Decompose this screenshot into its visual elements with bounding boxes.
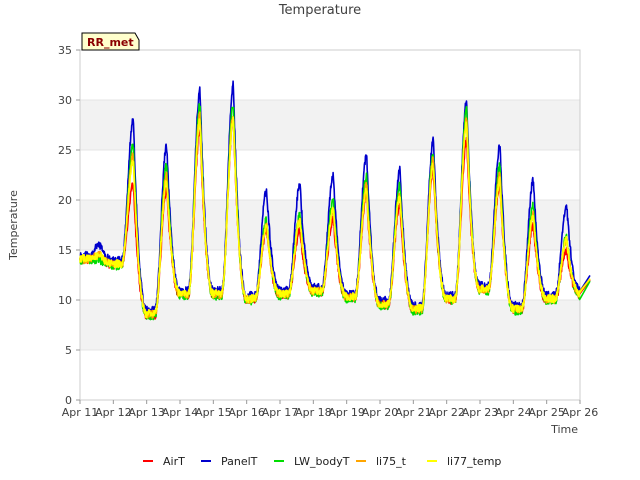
legend-label: PanelT (221, 455, 258, 468)
grid-band (80, 350, 580, 400)
x-tick-label: Apr 21 (395, 406, 432, 419)
series-line-panelt (79, 80, 591, 316)
badge-text: RR_met (87, 36, 134, 49)
x-tick-label: Apr 18 (295, 406, 332, 419)
plot-frame (79, 49, 581, 401)
x-tick-label: Apr 22 (428, 406, 465, 419)
x-tick-label: Apr 14 (162, 406, 199, 419)
y-tick-label: 30 (58, 94, 72, 107)
x-tick-label: Apr 16 (228, 406, 265, 419)
x-tick-label: Apr 12 (95, 406, 132, 419)
x-tick-label: Apr 19 (328, 406, 365, 419)
x-tick-label: Apr 23 (462, 406, 499, 419)
x-tick-label: Apr 17 (262, 406, 299, 419)
y-axis-ticks: 0 5 10 15 20 25 30 35 (58, 44, 80, 407)
legend-label: li75_t (376, 455, 407, 468)
badge-box (81, 32, 140, 51)
y-tick-label: 20 (58, 194, 72, 207)
x-axis-label: Time (550, 423, 578, 436)
series-line-li77-temp (79, 116, 591, 319)
y-tick-label: 25 (58, 144, 72, 157)
grid-band (80, 300, 580, 350)
series-lines (79, 80, 591, 321)
x-tick-label: Apr 24 (495, 406, 532, 419)
y-tick-label: 0 (65, 394, 72, 407)
chart-title: Temperature (278, 3, 361, 18)
x-tick-label: Apr 20 (362, 406, 399, 419)
x-tick-label: Apr 25 (528, 406, 565, 419)
grid-band (80, 50, 580, 100)
x-tick-label: Apr 13 (128, 406, 165, 419)
y-tick-label: 15 (58, 244, 72, 257)
legend-label: AirT (163, 455, 185, 468)
y-tick-label: 5 (65, 344, 72, 357)
x-tick-label: Apr 26 (562, 406, 599, 419)
grid-band (80, 250, 580, 300)
legend-label: li77_temp (447, 455, 501, 468)
grid-band (80, 100, 580, 150)
y-tick-label: 35 (58, 44, 72, 57)
y-axis-label: Temperature (7, 190, 20, 261)
site-badge: RR_met (81, 32, 140, 51)
x-tick-label: Apr 11 (62, 406, 99, 419)
x-tick-label: Apr 15 (195, 406, 232, 419)
legend: AirT PanelT LW_bodyT li75_t li77_temp (143, 455, 501, 468)
legend-label: LW_bodyT (294, 455, 350, 468)
y-tick-label: 10 (58, 294, 72, 307)
